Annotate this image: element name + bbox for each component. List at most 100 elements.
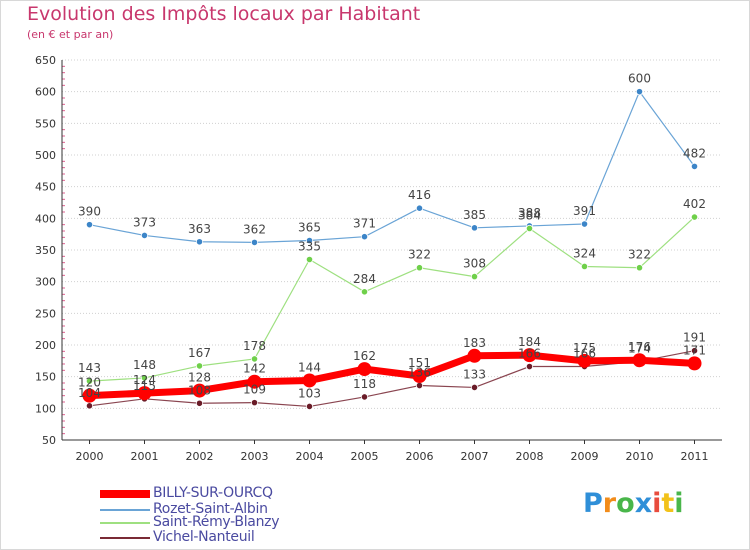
data-point [690, 347, 699, 355]
x-tick-label: 2010 [626, 450, 654, 463]
data-label: 191 [683, 331, 706, 345]
x-tick-label: 2007 [461, 450, 489, 463]
data-label: 133 [463, 367, 486, 381]
legend-swatch [100, 509, 150, 511]
data-label: 104 [78, 386, 101, 400]
data-point [192, 383, 207, 398]
data-label: 371 [353, 217, 376, 231]
data-label: 143 [78, 361, 101, 375]
x-tick-label: 2008 [516, 450, 544, 463]
data-point [577, 353, 592, 368]
data-label: 322 [628, 248, 651, 262]
legend-swatch [100, 537, 150, 539]
y-tick-label: 150 [35, 371, 56, 384]
data-label: 174 [628, 341, 651, 355]
series-line [89, 91, 695, 243]
data-point [250, 399, 259, 407]
data-label: 109 [243, 383, 266, 397]
data-point [470, 224, 479, 232]
data-label: 175 [573, 341, 596, 355]
data-point [195, 399, 204, 407]
data-point [467, 348, 482, 363]
series-line [89, 350, 695, 408]
series-line [89, 216, 695, 382]
data-point [360, 288, 369, 296]
data-label: 365 [298, 221, 321, 235]
y-tick-label: 350 [35, 244, 56, 257]
legend-swatch [100, 522, 150, 524]
data-point [357, 362, 372, 377]
data-point [690, 213, 699, 221]
data-label: 167 [188, 346, 211, 360]
x-tick-label: 2009 [571, 450, 599, 463]
data-point [690, 162, 699, 170]
data-label: 148 [133, 358, 156, 372]
data-point [250, 238, 259, 246]
data-label: 373 [133, 215, 156, 229]
data-point [247, 374, 262, 389]
data-point [195, 238, 204, 246]
data-point [412, 369, 427, 384]
data-point [525, 224, 534, 233]
data-point [635, 88, 644, 96]
y-tick-label: 400 [35, 212, 56, 225]
y-tick-label: 200 [35, 339, 56, 352]
y-tick-label: 50 [42, 434, 56, 447]
data-label: 171 [683, 343, 706, 357]
data-label: 335 [298, 240, 321, 254]
y-tick-label: 300 [35, 276, 56, 289]
data-label: 136 [408, 366, 431, 380]
data-label: 144 [298, 360, 321, 374]
x-tick-label: 2005 [351, 450, 379, 463]
data-point [415, 381, 424, 390]
data-point [85, 221, 94, 229]
data-point [140, 374, 149, 382]
data-point [360, 233, 369, 241]
data-point [470, 272, 479, 281]
legend-label: Saint-Rémy-Blanzy [153, 514, 280, 530]
data-label: 363 [188, 222, 211, 236]
data-point [140, 231, 149, 240]
y-tick-label: 100 [35, 402, 56, 415]
series-line [89, 351, 695, 400]
data-point [82, 388, 97, 403]
x-tick-label: 2006 [406, 450, 434, 463]
x-tick-label: 2004 [296, 450, 324, 463]
legend-label: Rozet-Saint-Albin [153, 501, 268, 517]
x-tick-label: 2001 [131, 450, 159, 463]
data-label: 151 [408, 356, 431, 370]
data-label: 600 [628, 72, 651, 86]
data-point [580, 262, 589, 271]
data-point [525, 362, 534, 371]
proxiti-logo: Proxiti [583, 488, 684, 519]
data-point [470, 383, 479, 392]
y-tick-label: 500 [35, 149, 56, 162]
data-point [635, 264, 644, 272]
y-tick-label: 550 [35, 117, 56, 130]
data-point [522, 348, 537, 363]
data-point [250, 355, 259, 363]
y-tick-label: 450 [35, 181, 56, 194]
data-label: 362 [243, 222, 266, 236]
data-label: 142 [243, 362, 266, 376]
data-label: 178 [243, 339, 266, 353]
data-point [632, 353, 647, 368]
data-point [305, 255, 314, 264]
data-label: 308 [463, 257, 486, 271]
x-tick-label: 2000 [76, 450, 104, 463]
legend-swatch [100, 490, 150, 498]
data-point [302, 373, 317, 388]
x-tick-label: 2003 [241, 450, 269, 463]
data-label: 391 [573, 204, 596, 218]
data-label: 416 [408, 188, 431, 202]
data-label: 184 [518, 335, 541, 349]
y-tick-label: 600 [35, 86, 56, 99]
legend-label: Vichel-Nanteuil [153, 529, 255, 545]
y-tick-label: 650 [35, 54, 56, 67]
data-label: 384 [518, 208, 541, 222]
data-label: 183 [463, 336, 486, 350]
legend-label: BILLY-SUR-OURCQ [153, 485, 273, 501]
data-point [195, 362, 204, 370]
data-label: 124 [133, 373, 156, 387]
